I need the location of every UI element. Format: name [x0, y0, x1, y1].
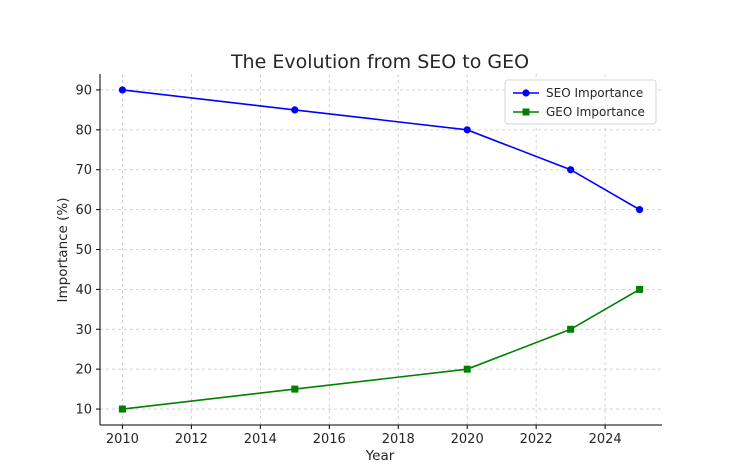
legend-item-geo-importance: GEO Importance	[513, 105, 645, 119]
series-line-geo-importance	[122, 288, 640, 410]
data-point-seo-importance	[463, 126, 471, 134]
grid	[100, 74, 662, 425]
x-tick-label: 2016	[313, 432, 346, 447]
x-tick-label: 2024	[589, 432, 622, 447]
data-point-geo-importance	[118, 405, 126, 413]
x-tick-label: 2018	[382, 432, 415, 447]
x-tick-label: 2020	[451, 432, 484, 447]
legend-swatch-marker	[522, 108, 530, 116]
data-point-seo-importance	[118, 86, 127, 94]
x-tick-label: 2022	[520, 432, 553, 447]
y-tick-label: 70	[75, 163, 92, 178]
series-layer	[118, 86, 644, 413]
data-point-seo-importance	[567, 166, 575, 174]
legend-label: SEO Importance	[546, 86, 643, 100]
y-tick-label: 80	[75, 123, 92, 138]
x-tick-label: 2010	[106, 432, 139, 447]
data-point-geo-importance	[567, 325, 575, 333]
y-tick-label: 30	[75, 323, 92, 338]
legend: SEO Importance GEO Importance	[504, 79, 657, 125]
y-tick-label: 90	[75, 83, 92, 98]
y-tick-label: 60	[75, 203, 92, 218]
axes: 2010 2012 2014 2016 2018 2020 2022 2024 10 20 30 40…	[75, 74, 662, 447]
chart-title: The Evolution from SEO to GEO	[230, 51, 529, 73]
data-point-geo-importance	[636, 285, 644, 293]
y-tick-label: 20	[75, 363, 92, 378]
y-tick-label: 10	[75, 403, 92, 418]
data-point-seo-importance	[291, 106, 299, 114]
legend-item-seo-importance: SEO Importance	[513, 86, 643, 100]
data-point-geo-importance	[463, 365, 471, 373]
legend-frame	[504, 79, 657, 125]
legend-label: GEO Importance	[546, 105, 645, 119]
series-seo-importance	[118, 86, 644, 214]
data-point-seo-importance	[635, 206, 644, 214]
y-axis-label: Importance (%)	[55, 197, 71, 302]
x-tick-label: 2014	[244, 432, 277, 447]
legend-swatch-marker	[522, 89, 530, 97]
y-tick-label: 50	[75, 243, 92, 258]
x-tick-label: 2012	[175, 432, 208, 447]
series-geo-importance	[118, 285, 644, 413]
data-point-geo-importance	[291, 385, 299, 393]
x-axis-label: Year	[365, 448, 395, 464]
y-tick-label: 40	[75, 283, 92, 298]
